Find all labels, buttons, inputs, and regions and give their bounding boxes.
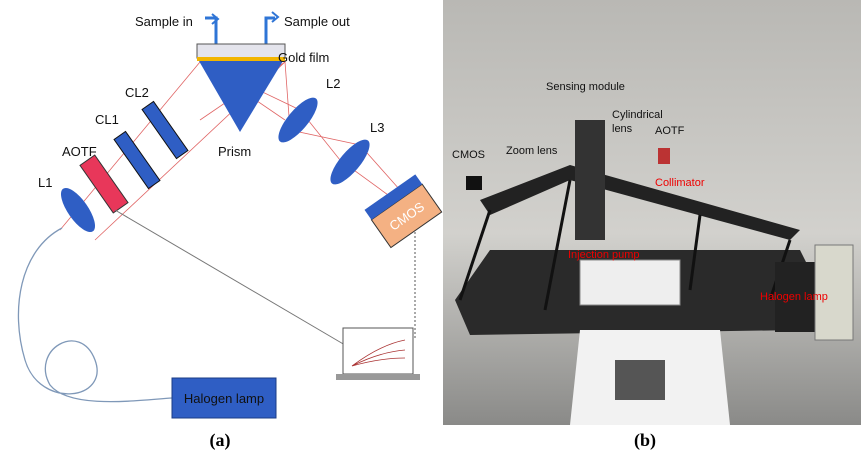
wire <box>115 210 345 345</box>
prism <box>199 61 283 132</box>
aotf <box>80 155 128 213</box>
label: L3 <box>370 120 384 135</box>
label: Cylindrical <box>612 109 663 121</box>
label: AOTF <box>62 144 97 159</box>
label: Prism <box>218 144 251 159</box>
stand <box>575 120 605 240</box>
label: Sample out <box>284 14 350 29</box>
cmos-camera <box>466 176 482 190</box>
label: CL2 <box>125 85 149 100</box>
photo: Sensing module CMOS Zoom lens Cylindrica… <box>443 0 861 451</box>
label: Halogen lamp <box>760 291 828 303</box>
pump-screen <box>615 360 665 400</box>
lens-l1 <box>55 183 101 237</box>
label: Sample in <box>135 14 193 29</box>
label: lens <box>612 123 633 135</box>
label: CL1 <box>95 112 119 127</box>
caption: (b) <box>634 430 656 451</box>
cl1 <box>114 131 160 188</box>
label: Collimator <box>655 177 705 189</box>
label: AOTF <box>655 125 685 137</box>
caption: (a) <box>210 430 231 451</box>
laptop-base <box>336 374 420 380</box>
schematic: CMOS Sample in Sample out Gold film Pris… <box>18 12 441 451</box>
label: Sensing module <box>546 81 625 93</box>
label: L1 <box>38 175 52 190</box>
figure: CMOS Sample in Sample out Gold film Pris… <box>0 0 861 455</box>
injection-pump <box>580 260 680 305</box>
aotf-unit <box>658 148 670 164</box>
gold-film <box>197 57 285 61</box>
label: CMOS <box>452 149 485 161</box>
laptop-screen <box>343 328 413 374</box>
label: L2 <box>326 76 340 91</box>
flow-cell <box>197 44 285 58</box>
label: Halogen lamp <box>184 391 264 406</box>
label: Zoom lens <box>506 145 558 157</box>
cl2 <box>142 101 188 158</box>
fiber <box>18 228 172 402</box>
label: Gold film <box>278 50 329 65</box>
label: Injection pump <box>568 249 640 261</box>
